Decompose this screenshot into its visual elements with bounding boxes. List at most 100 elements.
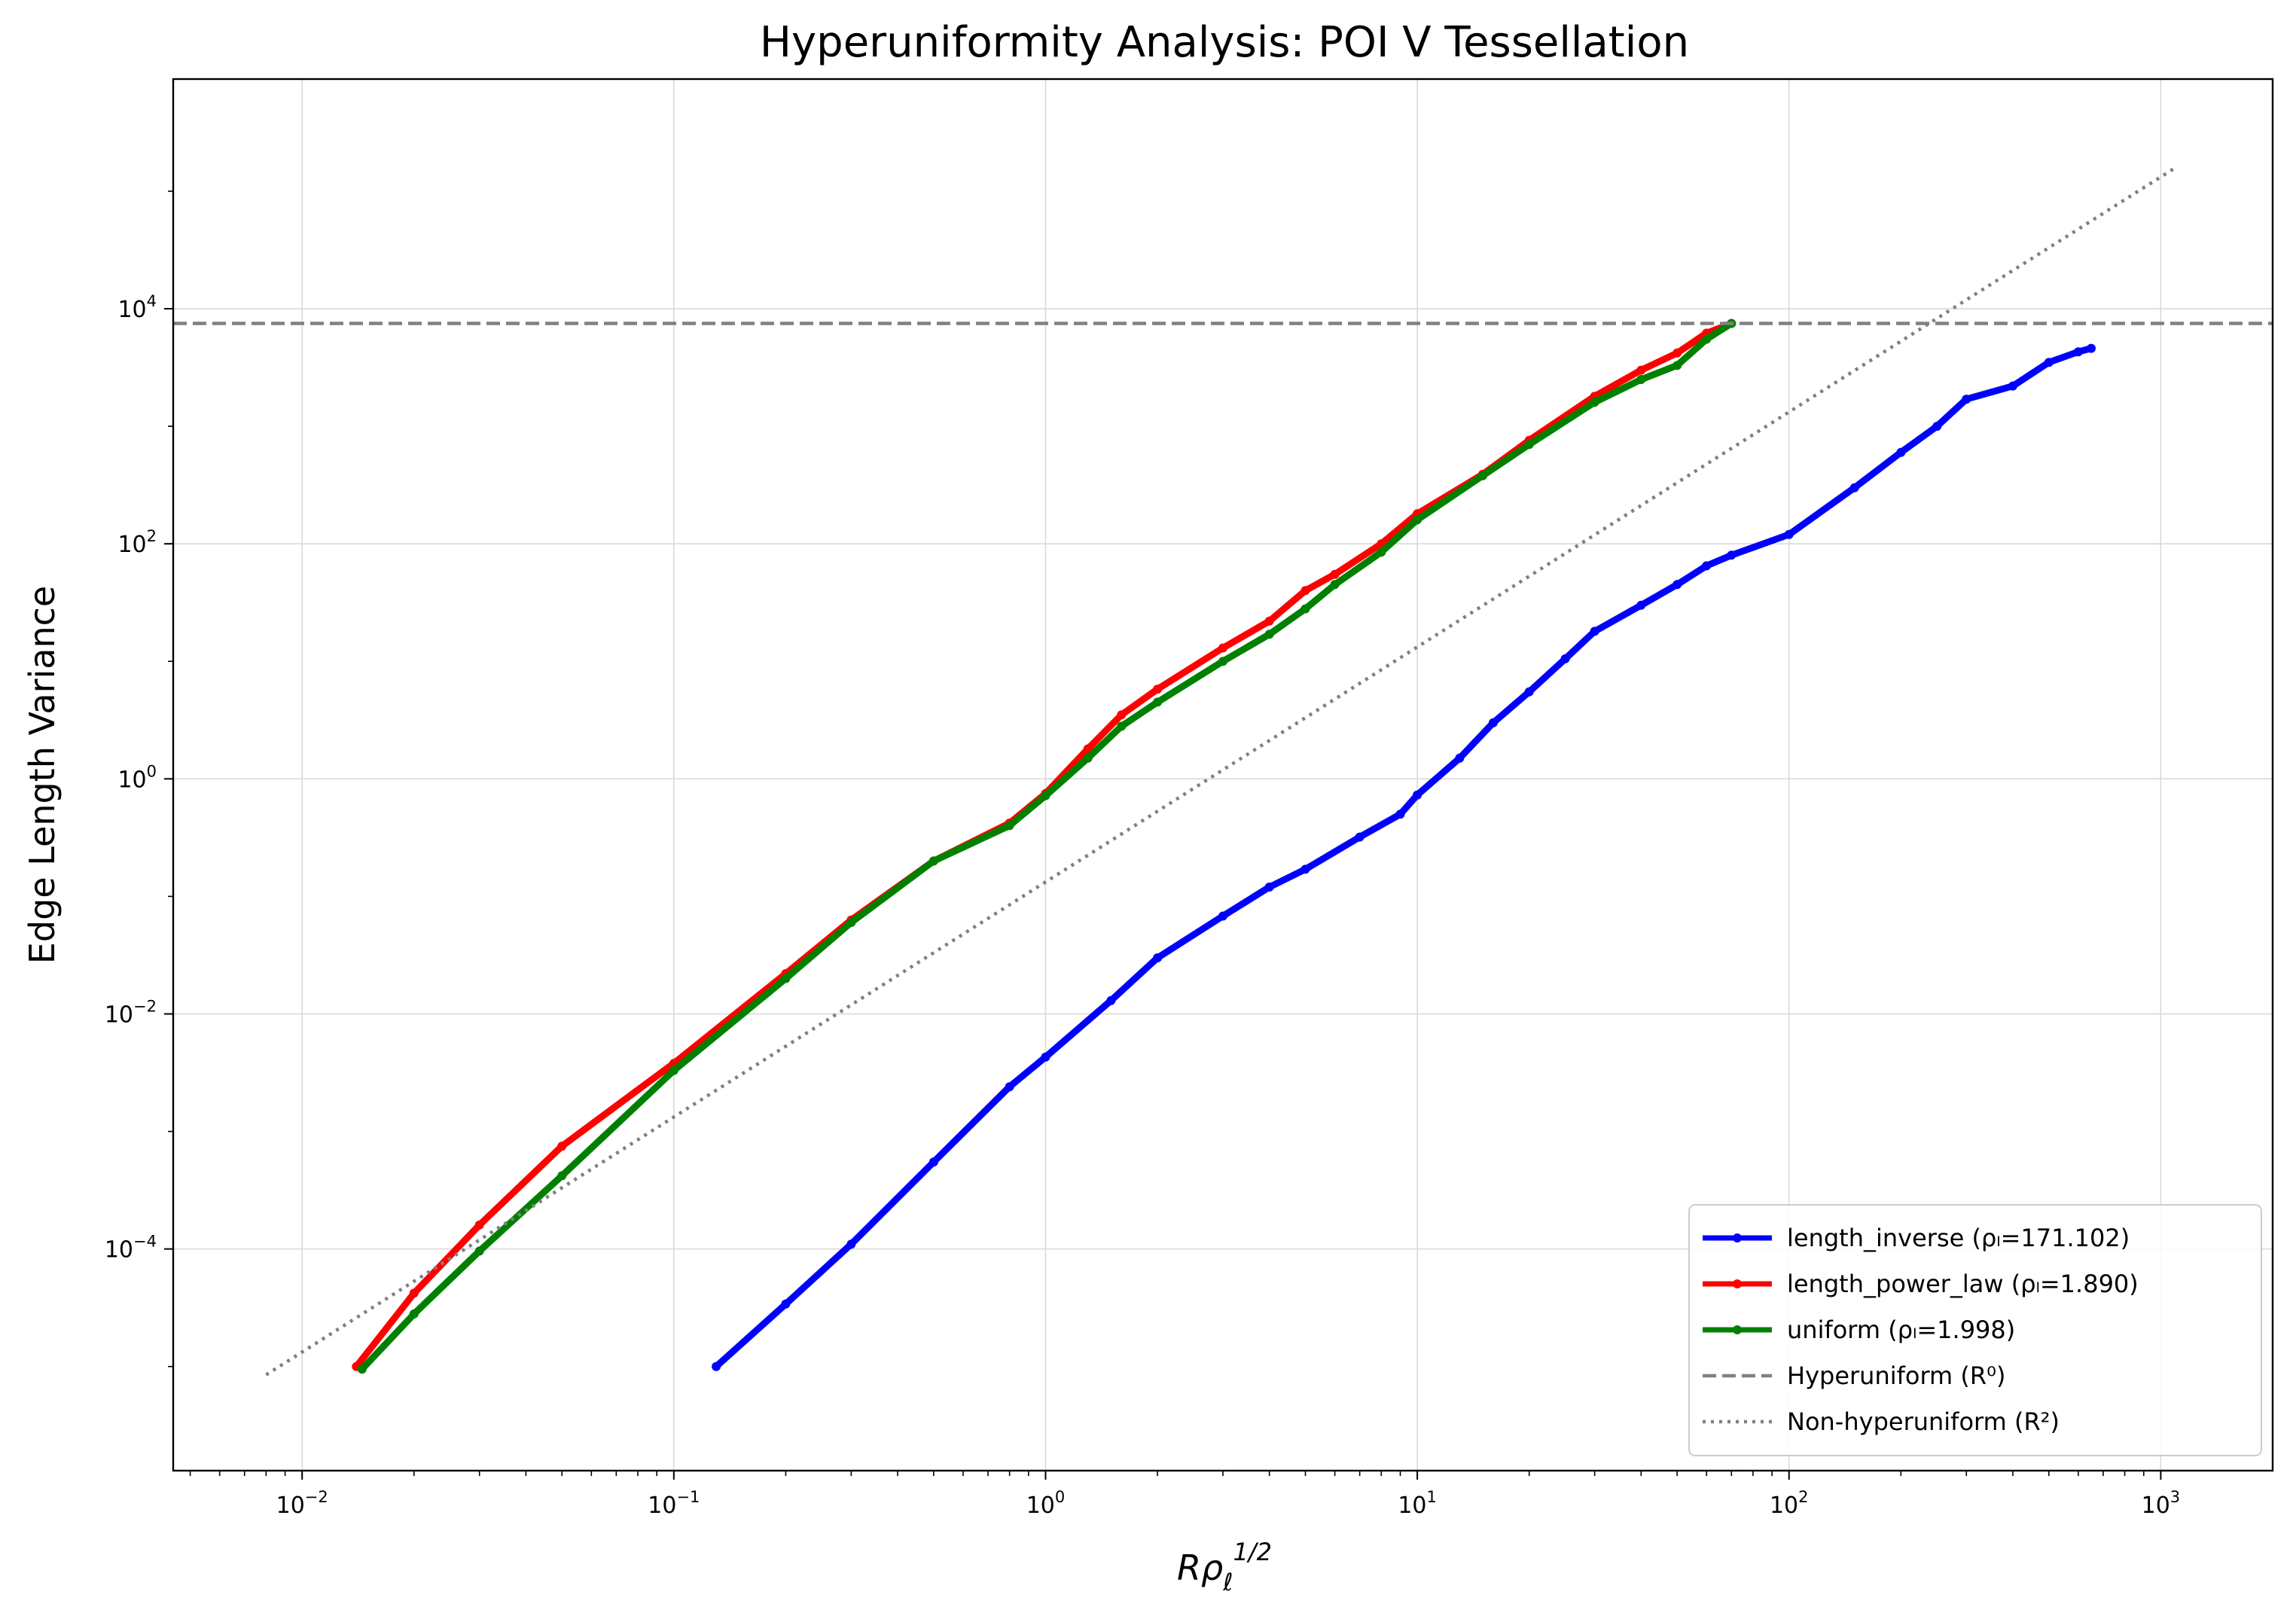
series-uniform-point: [1005, 821, 1014, 831]
series-length-power-law-point: [1636, 365, 1646, 375]
legend: length_inverse (ρₗ=171.102) length_power_…: [1688, 1204, 2262, 1456]
series-length-inverse-point: [1005, 1082, 1014, 1092]
series-length-inverse-point: [1702, 561, 1712, 571]
series-length-inverse-point: [1672, 580, 1682, 590]
series-uniform-point: [1413, 515, 1422, 525]
series-uniform-point: [1264, 630, 1274, 639]
y-axis-label: Edge Length Variance: [22, 586, 63, 964]
series-length-inverse-point: [1218, 911, 1227, 921]
series-uniform-point: [1590, 398, 1599, 407]
series-uniform-point: [1330, 580, 1340, 590]
y-tick-mantissa: 10: [117, 297, 146, 323]
legend-marker-uniform: [1733, 1325, 1742, 1334]
y-tick-label: 10−4: [105, 1233, 157, 1264]
legend-label-non-hyperuniform: Non-hyperuniform (R²): [1787, 1407, 2060, 1436]
series-length-inverse-point: [1896, 447, 1906, 457]
y-tick-exponent: 2: [147, 527, 157, 545]
series-non-hyperuniform-line: [265, 166, 2178, 1377]
series-uniform-point: [1041, 791, 1050, 800]
series-uniform-line: [358, 320, 1735, 1373]
series-length-inverse-point: [2008, 381, 2017, 391]
x-tick-exponent: −2: [305, 1488, 328, 1506]
y-tick-exponent: −4: [133, 1233, 157, 1251]
series-length-power-law-point: [1218, 643, 1227, 653]
series-length-inverse-point: [846, 1239, 856, 1249]
grid-lines: [173, 79, 2273, 1471]
y-tick-mantissa: 10: [117, 532, 146, 558]
series-length-inverse-point: [1153, 953, 1163, 962]
series-length-power-law-point: [1153, 684, 1163, 694]
series-length-power-law-point: [557, 1142, 567, 1151]
legend-label-length-inverse: length_inverse (ρₗ=171.102): [1787, 1224, 2130, 1252]
legend-label-uniform: uniform (ρₗ=1.998): [1787, 1316, 2015, 1344]
x-axis-label-superscript: 1/2: [1233, 1538, 1272, 1566]
y-tick-exponent: −2: [133, 997, 157, 1015]
x-tick-mantissa: 10: [276, 1492, 305, 1519]
series-uniform-point: [928, 856, 938, 866]
series-length-inverse-point: [1355, 832, 1364, 842]
series-length-inverse-point: [1488, 718, 1498, 727]
series-length-inverse-point: [781, 1299, 791, 1309]
series-length-power-law-point: [1264, 616, 1274, 626]
series-uniform-point: [1300, 604, 1310, 614]
series-uniform-point: [1377, 547, 1386, 557]
x-tick-mantissa: 10: [1770, 1492, 1798, 1519]
x-tick-exponent: 1: [1427, 1488, 1437, 1506]
series-length-inverse-point: [1784, 529, 1794, 539]
y-tick-label: 104: [117, 292, 157, 323]
x-tick-label: 102: [1770, 1488, 1809, 1519]
series-length-inverse-point: [1106, 995, 1116, 1005]
legend-box: [1688, 1204, 2262, 1456]
series-uniform-point: [1117, 721, 1127, 731]
series-uniform-point: [1083, 753, 1093, 763]
series-length-inverse-point: [1849, 483, 1859, 492]
series-length-inverse-line: [712, 345, 2095, 1370]
x-tick-label: 10−2: [276, 1488, 328, 1519]
series-length-inverse-point: [2044, 358, 2054, 367]
series-length-power-law-point: [1330, 569, 1340, 579]
series-length-power-law-point: [409, 1288, 419, 1298]
y-tick-mantissa: 10: [105, 1237, 133, 1264]
series-length-inverse-point: [1524, 687, 1534, 697]
y-tick-label: 10−2: [105, 997, 157, 1028]
series-length-power-law-line: [352, 320, 1735, 1370]
series-length-inverse-point: [2087, 343, 2096, 353]
x-tick-exponent: 0: [1055, 1488, 1065, 1506]
legend-marker-length-power-law: [1733, 1279, 1742, 1288]
series-length-power-law-point: [1117, 710, 1127, 720]
series-length-inverse-point: [1041, 1052, 1050, 1062]
x-tick-mantissa: 10: [1398, 1492, 1426, 1519]
x-tick-label: 100: [1026, 1488, 1066, 1519]
x-axis-label-main: Rρ: [1177, 1547, 1223, 1588]
series-length-power-law-point: [1672, 348, 1682, 358]
series-length-inverse-point: [1300, 864, 1310, 874]
series-uniform-point: [1672, 361, 1682, 370]
legend-label-hyperuniform: Hyperuniform (R⁰): [1787, 1361, 2005, 1390]
legend-label-length-power-law: length_power_law (ρₗ=1.890): [1787, 1270, 2139, 1298]
y-tick-label: 100: [117, 762, 157, 793]
series-uniform-point: [474, 1246, 484, 1256]
series-uniform-point: [669, 1066, 678, 1075]
x-tick-label: 103: [2142, 1488, 2181, 1519]
x-axis-label-subscript: ℓ: [1222, 1568, 1233, 1596]
series-length-inverse-point: [1590, 627, 1599, 636]
series-uniform-point: [409, 1309, 419, 1319]
x-tick-mantissa: 10: [648, 1492, 676, 1519]
series-length-inverse-point: [1395, 809, 1405, 819]
x-tick-label: 10−1: [648, 1488, 700, 1519]
series-uniform-point: [1702, 334, 1712, 344]
y-tick-exponent: 4: [147, 292, 157, 310]
y-tick-mantissa: 10: [117, 767, 146, 793]
y-tick-exponent: 0: [147, 762, 157, 780]
series-uniform-point: [557, 1171, 567, 1181]
series-length-inverse-point: [712, 1361, 721, 1371]
x-axis-label: Rρℓ1/2: [1177, 1538, 1272, 1596]
series-uniform-point: [1524, 440, 1534, 450]
series-length-power-law-point: [474, 1220, 484, 1230]
x-tick-exponent: −1: [676, 1488, 700, 1506]
series-uniform-point: [1153, 697, 1163, 707]
x-tick-exponent: 2: [1798, 1488, 1808, 1506]
